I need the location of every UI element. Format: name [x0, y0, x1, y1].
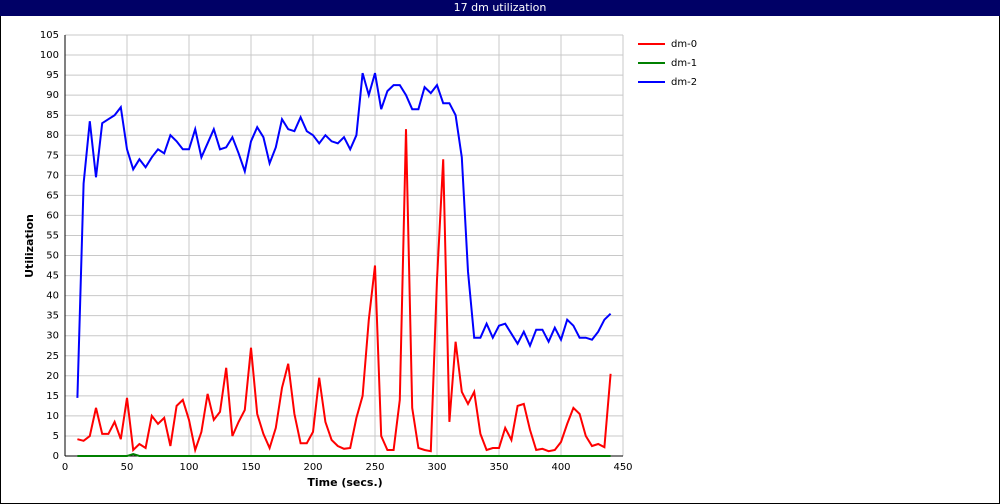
y-tick-label: 70: [46, 170, 59, 181]
y-tick-label: 50: [46, 251, 59, 262]
y-tick-label: 55: [46, 230, 59, 241]
x-tick-label: 100: [179, 462, 198, 473]
series-line: [76, 72, 612, 398]
title-bar: [0, 0, 1000, 16]
x-tick-label: 250: [365, 462, 384, 473]
x-tick-label: 0: [62, 462, 68, 473]
series-line: [77, 452, 611, 457]
legend-label: dm-1: [671, 58, 697, 69]
y-tick-label: 90: [46, 90, 59, 101]
x-tick-label: 200: [303, 462, 322, 473]
y-tick-label: 95: [46, 70, 59, 81]
x-axis-label: Time (secs.): [307, 476, 382, 489]
y-tick-label: 30: [46, 331, 59, 342]
y-tick-label: 15: [46, 391, 59, 402]
y-tick-label: 85: [46, 110, 59, 121]
x-tick-label: 50: [121, 462, 134, 473]
y-tick-label: 100: [40, 50, 59, 61]
x-tick-label: 450: [613, 462, 632, 473]
y-tick-label: 5: [53, 431, 59, 442]
y-tick-label: 105: [40, 30, 59, 41]
y-tick-label: 40: [46, 291, 59, 302]
y-tick-label: 10: [46, 411, 59, 422]
x-tick-label: 300: [427, 462, 446, 473]
y-tick-label: 20: [46, 371, 59, 382]
legend-label: dm-0: [671, 39, 697, 50]
y-tick-label: 60: [46, 210, 59, 221]
legend-label: dm-2: [671, 77, 697, 88]
y-axis-label: Utilization: [23, 214, 36, 278]
y-tick-label: 0: [53, 451, 59, 462]
series-line: [77, 129, 612, 454]
y-tick-label: 45: [46, 271, 59, 282]
y-tick-label: 75: [46, 150, 59, 161]
x-tick-label: 350: [489, 462, 508, 473]
x-tick-label: 400: [551, 462, 570, 473]
y-tick-label: 65: [46, 190, 59, 201]
x-tick-label: 150: [241, 462, 260, 473]
y-tick-label: 25: [46, 351, 59, 362]
y-tick-label: 80: [46, 130, 59, 141]
y-tick-label: 35: [46, 311, 59, 322]
chart-title: 17 dm utilization: [454, 1, 547, 14]
